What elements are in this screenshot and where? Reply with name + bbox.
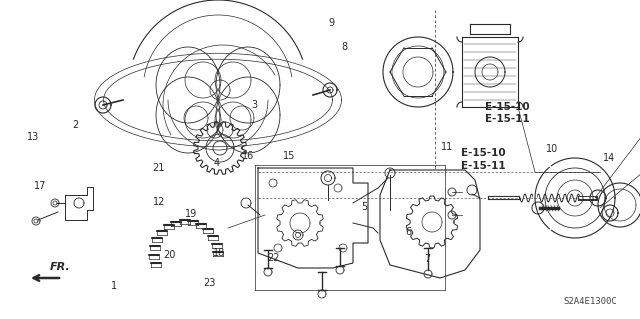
Text: 13: 13: [27, 132, 40, 142]
Text: E-15-10
E-15-11: E-15-10 E-15-11: [485, 102, 530, 124]
Text: 18: 18: [212, 248, 225, 258]
Text: 21: 21: [152, 163, 165, 174]
Text: 7: 7: [424, 254, 431, 264]
Text: 10: 10: [545, 144, 558, 154]
Text: 2: 2: [72, 120, 79, 130]
Text: 14: 14: [603, 153, 616, 163]
Text: 16: 16: [242, 151, 255, 161]
Text: 4: 4: [213, 158, 220, 168]
Text: FR.: FR.: [50, 262, 71, 272]
Text: 23: 23: [204, 278, 216, 288]
Text: 17: 17: [33, 181, 46, 191]
Text: 6: 6: [405, 227, 412, 237]
Text: 5: 5: [362, 202, 368, 212]
Text: S2A4E1300C: S2A4E1300C: [564, 297, 618, 306]
Text: 15: 15: [283, 151, 296, 161]
Text: 8: 8: [341, 42, 348, 52]
Text: 19: 19: [184, 209, 197, 219]
Text: 22: 22: [268, 253, 280, 263]
Text: 9: 9: [328, 18, 335, 28]
Text: 3: 3: [252, 100, 258, 110]
Text: E-15-10
E-15-11: E-15-10 E-15-11: [461, 148, 506, 171]
Text: 12: 12: [152, 197, 165, 207]
Text: 11: 11: [440, 142, 453, 152]
Text: 1: 1: [111, 280, 117, 291]
Text: 20: 20: [163, 249, 176, 260]
